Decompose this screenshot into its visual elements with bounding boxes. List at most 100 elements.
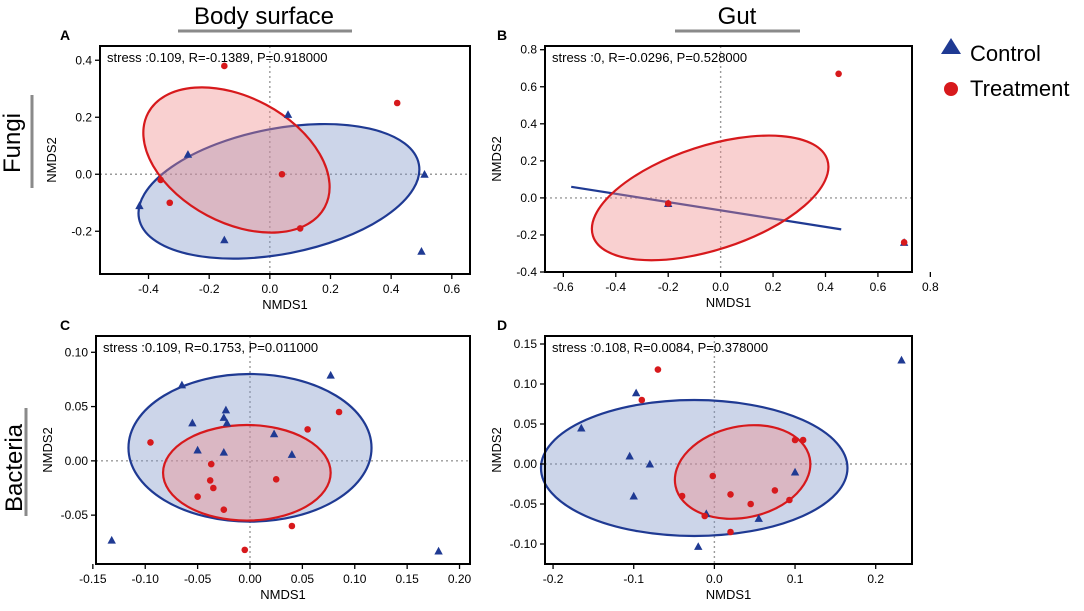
x-tick-label: -0.1 — [623, 572, 644, 586]
y-tick-label: -0.2 — [71, 224, 92, 238]
panels: -0.4 -0.2 0.0 0.2 0.4 0.6 -0.2 0.0 0.2 0.4 NMDS1 NM… — [40, 43, 939, 602]
x-tick-label: -0.6 — [553, 280, 574, 294]
control-point — [326, 370, 335, 379]
y-axis-title: NMDS2 — [40, 427, 55, 473]
control-point — [287, 450, 297, 458]
x-tick-label: 0.0 — [706, 572, 723, 586]
treatment-point — [272, 476, 280, 483]
control-point — [629, 491, 638, 500]
control-point — [219, 447, 229, 456]
chart-panel-b: -0.6 -0.4 -0.2 0.0 0.2 0.4 0.6 0.8 -0.4 -0.2 0.0 0.… — [489, 43, 939, 310]
y-tick-label: -0.05 — [61, 508, 89, 522]
control-ellipse — [127, 372, 373, 523]
treatment-point — [786, 496, 793, 504]
treatment-point — [654, 366, 662, 373]
treatment-point — [678, 492, 686, 500]
treatment-point — [157, 176, 164, 184]
control-point — [645, 459, 655, 468]
treatment-point — [900, 239, 908, 246]
legend-control-marker — [941, 38, 961, 54]
x-tick-label: 0.2 — [867, 572, 884, 586]
header-gut: Gut — [718, 3, 757, 30]
control-point — [694, 542, 703, 550]
y-tick-label: -0.10 — [510, 537, 538, 551]
treatment-ellipse — [590, 134, 830, 262]
plot-frame — [544, 335, 913, 565]
y-tick-label: -0.4 — [516, 265, 537, 279]
legend-treatment-marker — [944, 82, 958, 96]
control-point — [188, 418, 197, 427]
control-point — [219, 413, 229, 421]
y-axis-title: NMDS2 — [489, 427, 504, 473]
panel-label-a: A — [60, 27, 70, 43]
x-tick-label: -0.2 — [199, 282, 220, 296]
y-axis-title: NMDS2 — [489, 136, 504, 182]
y-tick-label: 0.00 — [65, 454, 89, 468]
y-tick-label: 0.2 — [520, 154, 537, 168]
legend-treatment-label: Treatment — [970, 76, 1069, 101]
control-ellipse — [137, 122, 421, 260]
treatment-point — [221, 62, 228, 70]
y-tick-label: 0.6 — [520, 80, 537, 94]
y-tick-label: 0.4 — [75, 53, 92, 67]
treatment-point — [220, 506, 228, 514]
control-point — [434, 546, 443, 555]
x-tick-label: 0.1 — [787, 572, 804, 586]
stats-annotation: stress :0.108, R=0.0084, P=0.378000 — [552, 340, 768, 355]
header-body-surface: Body surface — [194, 3, 334, 30]
y-tick-label: 0.4 — [520, 117, 537, 131]
control-point — [177, 380, 187, 389]
x-tick-label: -0.4 — [605, 280, 626, 294]
treatment-point — [727, 528, 734, 536]
y-tick-label: 0.0 — [520, 191, 537, 205]
control-ellipse — [539, 398, 849, 538]
x-axis-title: NMDS1 — [260, 587, 306, 602]
treatment-point — [771, 487, 779, 494]
x-tick-label: 0.4 — [383, 282, 400, 296]
x-tick-label: -0.05 — [184, 572, 212, 586]
plot-frame — [99, 45, 471, 275]
stats-annotation: stress :0.109, R=0.1753, P=0.011000 — [103, 340, 318, 355]
control-point — [183, 150, 193, 158]
chart-panel-c: -0.15 -0.10 -0.05 0.00 0.05 0.10 0.15 0.20 -0.05… — [40, 335, 472, 602]
control-point — [754, 514, 763, 522]
stats-annotation: stress :0, R=-0.0296, P=0.528000 — [552, 50, 747, 65]
y-tick-label: -0.2 — [516, 228, 537, 242]
x-axis-title: NMDS1 — [262, 297, 308, 312]
treatment-point — [701, 512, 709, 520]
control-line — [571, 185, 842, 231]
x-tick-label: 0.10 — [343, 572, 367, 586]
control-point — [193, 445, 202, 454]
x-tick-label: 0.15 — [395, 572, 419, 586]
plot-frame — [544, 45, 913, 273]
y-tick-label: 0.15 — [514, 337, 538, 351]
x-tick-label: -0.4 — [138, 282, 159, 296]
x-tick-label: 0.6 — [870, 280, 887, 294]
y-tick-label: 0.10 — [514, 377, 538, 391]
y-tick-label: 0.05 — [514, 417, 538, 431]
legend-control-label: Control — [970, 41, 1041, 66]
x-tick-label: -0.2 — [658, 280, 679, 294]
treatment-point — [194, 493, 201, 500]
y-tick-label: 0.10 — [65, 345, 89, 359]
control-point — [897, 355, 906, 364]
treatment-point — [296, 225, 304, 232]
control-point — [220, 235, 229, 244]
control-point — [283, 110, 293, 118]
x-tick-label: 0.4 — [817, 280, 834, 294]
x-tick-label: -0.2 — [543, 572, 564, 586]
control-point — [417, 247, 426, 255]
y-axis-title: NMDS2 — [44, 137, 59, 183]
treatment-point — [288, 522, 296, 530]
treatment-point — [210, 484, 217, 492]
row-label-fungi: Fungi — [0, 113, 26, 173]
x-tick-label: -0.10 — [132, 572, 160, 586]
x-tick-label: 0.2 — [322, 282, 339, 296]
treatment-point — [278, 170, 286, 178]
treatment-point — [727, 491, 734, 498]
x-tick-label: 0.2 — [765, 280, 782, 294]
x-tick-label: 0.8 — [922, 280, 939, 294]
y-tick-label: -0.05 — [510, 497, 538, 511]
control-point — [107, 535, 116, 544]
